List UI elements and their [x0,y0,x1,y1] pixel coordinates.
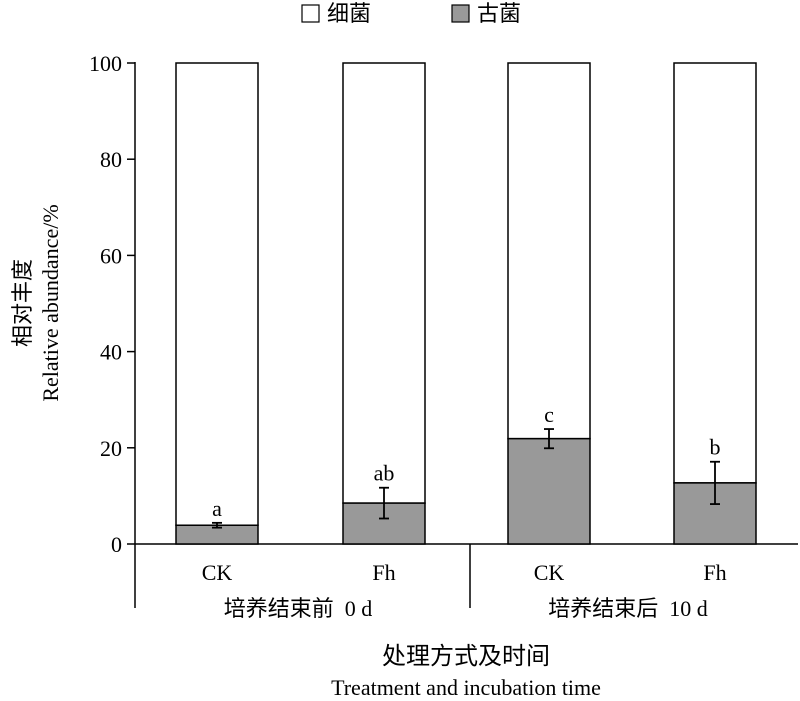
y-axis-title-cn: 相对丰度 [10,259,35,347]
bar-bacteria [673,62,757,484]
x-tick-label: CK [534,560,565,585]
bar-archaea [507,437,591,545]
group-label-1: 培养结束后 10 d [548,596,708,621]
bars: a CK ab Fh c CK b Fh [175,62,757,585]
legend-swatch-archaea [451,4,470,23]
significance-letter: a [212,496,222,521]
legend-label-archaea: 古菌 [477,1,521,26]
x-tick-label: Fh [372,560,395,585]
significance-letter: b [710,435,721,460]
x-axis-title-en: Treatment and incubation time [331,675,601,700]
x-tick-label: Fh [703,560,726,585]
y-ticks: 0 20 40 60 80 100 [89,51,135,557]
bar-bacteria [175,62,259,526]
x-tick-label: CK [202,560,233,585]
significance-letter: ab [374,461,395,486]
y-tick-label: 20 [100,436,122,461]
y-tick-label: 0 [111,532,122,557]
significance-letter: c [544,402,554,427]
bar-bacteria [342,62,426,504]
legend-swatch-bacteria [301,4,320,23]
y-tick-label: 100 [89,51,122,76]
legend-label-bacteria: 细菌 [327,1,371,26]
y-tick-label: 60 [100,243,122,268]
x-axis-title-cn: 处理方式及时间 [382,643,550,670]
y-axis-title-en: Relative abundance/% [38,204,63,401]
group-label-0: 培养结束前 0 d [224,596,373,621]
bar-bacteria [507,62,591,440]
y-tick-label: 40 [100,340,122,365]
y-tick-label: 80 [100,147,122,172]
legend: 细菌 古菌 [301,1,521,26]
